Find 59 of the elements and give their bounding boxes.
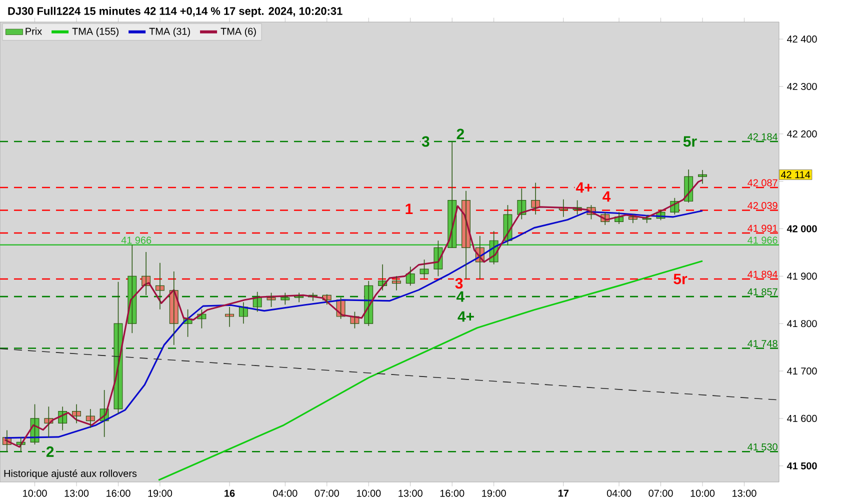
annotation: 2 [456,128,464,140]
annotation: 4 [602,191,611,202]
x-tick-label: 13:00 [732,490,756,497]
x-tick-label: 17 [558,490,568,497]
ref-line-label: 42 039 [748,202,778,210]
annotation: 4+ [458,311,474,322]
y-tick-label: 41 600 [787,414,817,422]
legend-label: TMA (155) [72,28,118,37]
ref-line-label: 41 966 [748,236,778,244]
candlestick [392,276,401,291]
legend-label: Prix [26,28,42,35]
ref-line-label: 41 894 [748,270,778,278]
x-tick-label: 10:00 [356,490,381,497]
y-tick-label: 41 800 [787,320,817,328]
x-tick-label: 04:00 [606,490,632,497]
x-tick-label: 19:00 [482,490,506,497]
annotation: 5r [683,136,697,147]
ref-line-label: 41 991 [748,224,778,232]
chart-title: DJ30 Full1224 15 minutes 42 114 +0,14 % 17 sept. 2024, 10:20:31 [8,6,342,18]
annotation: 41 966 [121,236,152,244]
annotation: 4+ [576,182,592,193]
candlestick [420,259,429,279]
x-tick-label: 16:00 [440,490,464,497]
y-tick-label: 41 700 [787,368,817,375]
x-tick-label: 16 [224,490,235,497]
line-series [158,260,704,481]
ref-line-label: 41 530 [748,443,778,450]
x-tick-label: 16:00 [106,490,130,497]
text: 42 114 [780,171,810,178]
legend-label: TMA (31) [149,28,190,37]
ref-line-label: 42 184 [748,133,778,140]
ref-line-label: 41 748 [748,340,778,348]
x-tick-label: 10:00 [23,490,47,497]
legend-label: TMA (6) [220,28,256,37]
annotation: Historique ajusté aux rollovers [4,470,137,479]
y-tick-label: 42 200 [787,130,817,138]
annotation: 4 [456,291,465,302]
y-tick-label: 42 400 [787,36,817,43]
x-tick-label: 10:00 [690,490,715,497]
annotation: 1 [406,204,413,214]
y-tick-label: 41 500 [786,462,817,470]
ref-line-label: 41 857 [748,288,778,296]
x-tick-label: 13:00 [64,490,89,497]
annotation: 5r [674,274,688,284]
candlestick [698,170,707,184]
annotation: 3 [422,136,430,147]
annotation: 3 [455,278,463,289]
annotation: 2 [46,446,54,457]
x-tick-label: 19:00 [148,490,172,497]
y-tick-label: 41 900 [787,272,817,280]
x-tick-label: 04:00 [273,490,298,497]
candlestick [225,306,234,328]
y-tick-label: 42 300 [787,82,817,90]
x-tick-label: 07:00 [648,490,673,497]
y-tick-label: 42 000 [786,225,817,232]
ref-line-label: 42 087 [748,179,778,186]
candlestick [280,292,290,306]
x-tick-label: 07:00 [314,490,339,497]
x-tick-label: 13:00 [398,490,422,497]
